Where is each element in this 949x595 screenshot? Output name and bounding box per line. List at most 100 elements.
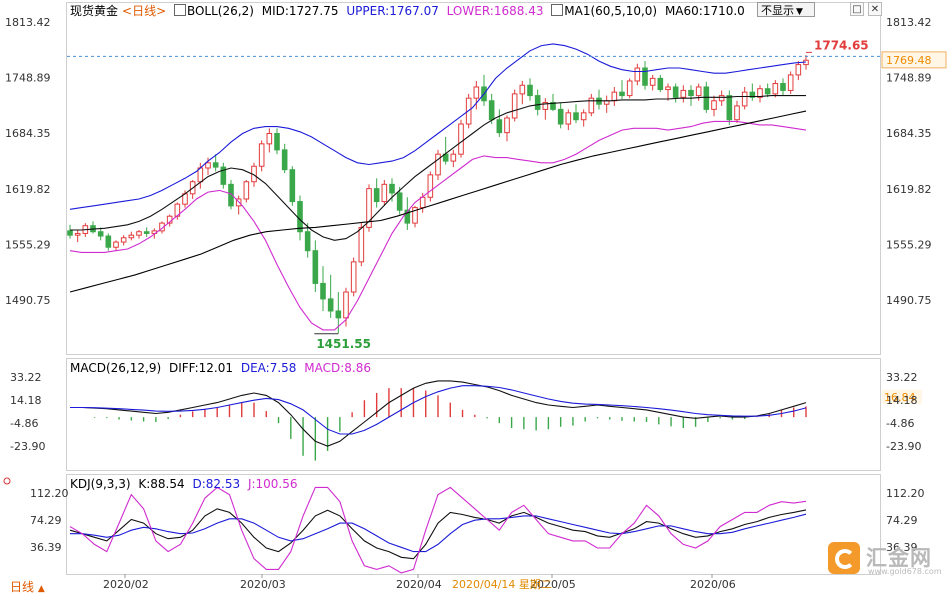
candle-down — [534, 95, 541, 110]
macd-label: MACD(26,12,9) — [70, 361, 162, 375]
candle-down — [527, 84, 533, 97]
gold678-logo: 汇金网 www.gold678.com — [828, 540, 946, 580]
candle-down — [573, 112, 579, 121]
candle-up — [634, 67, 641, 82]
candle-down — [281, 149, 288, 171]
crosshair-icon — [3, 477, 11, 485]
kdj-k-value: K:88.54 — [138, 477, 185, 491]
candle-down — [304, 231, 311, 252]
candle-up — [711, 100, 717, 110]
candle-up — [741, 91, 748, 107]
candle-up — [611, 91, 618, 102]
candle-down — [389, 183, 395, 194]
candle-up — [504, 117, 510, 134]
candle-up — [649, 77, 656, 86]
candle-up — [718, 95, 725, 102]
candle-up — [695, 86, 702, 97]
candle-down — [488, 100, 495, 121]
kdj-d-value: D:82.53 — [192, 477, 241, 491]
boll-lower-line — [69, 120, 807, 331]
candle-up — [435, 153, 441, 176]
candle-up — [511, 93, 518, 119]
price-y-tick-left: 1619.82 — [5, 183, 51, 196]
candle-up — [588, 97, 595, 114]
ma-label: MA1(60,5,10,0) — [564, 4, 658, 18]
candle-down — [496, 119, 503, 134]
candle-down — [657, 77, 664, 91]
candle-up — [381, 183, 388, 203]
ma60-value: MA60:1710.0 — [664, 4, 745, 18]
candle-up — [258, 143, 265, 167]
macd-y-tick-left: -23.90 — [10, 440, 45, 453]
macd-y-tick-right: 33.22 — [886, 371, 918, 384]
symbol-label: 现货黄金 — [70, 4, 119, 18]
price-y-tick-left: 1490.75 — [5, 294, 51, 307]
price-y-tick-right: 1619.82 — [886, 183, 932, 196]
kdj-d-line — [70, 513, 807, 553]
candle-down — [749, 91, 756, 98]
candle-up — [787, 74, 794, 91]
candle-up — [757, 88, 763, 98]
period-selector[interactable]: 日线 ▲ — [10, 578, 45, 595]
x-axis-tick-label: 2020/06 — [690, 578, 736, 591]
last-price-value: 1769.48 — [886, 54, 932, 67]
candle-up — [419, 196, 426, 209]
price-y-tick-left: 1555.29 — [5, 238, 51, 251]
panel-frames — [66, 2, 881, 575]
candle-down — [289, 169, 296, 203]
dropdown-label: 不显示 — [761, 4, 794, 17]
price-y-tick-left: 1748.89 — [5, 72, 51, 85]
candle-down — [228, 183, 234, 207]
kdj-y-tick-left: 74.29 — [30, 514, 62, 527]
macd-legend: MACD(26,12,9) DIFF:12.01 DEA:7.58 MACD:8… — [70, 361, 375, 375]
period-label[interactable]: <日线> — [122, 4, 167, 18]
kdj-j-line — [69, 486, 807, 574]
candle-down — [297, 201, 303, 233]
price-y-tick-right: 1490.75 — [886, 294, 932, 307]
kdj-y-tick-right: 36.39 — [886, 541, 918, 554]
macd-diff-line — [70, 380, 807, 447]
kdj-y-tick-left: 112.20 — [30, 487, 69, 500]
kdj-y-tick-right: 112.20 — [886, 487, 925, 500]
candle-down — [373, 188, 380, 203]
close-button[interactable]: ✕ — [868, 2, 882, 16]
price-series: 1769.48 1774.65 1451.55 — [67, 38, 947, 351]
triangle-up-icon: ▲ — [37, 584, 45, 594]
candle-up — [350, 261, 357, 293]
candle-up — [113, 241, 119, 248]
candle-up — [366, 188, 372, 228]
candle-up — [120, 237, 127, 243]
macd-dea-value: DEA:7.58 — [240, 361, 297, 375]
candle-up — [136, 231, 142, 236]
candle-down — [672, 86, 679, 98]
indicator-display-dropdown[interactable]: 不显示 ▼ — [757, 2, 815, 17]
kdj-k-line — [69, 508, 807, 560]
chevron-down-icon: ▼ — [796, 7, 803, 17]
macd-series: 16.84 — [70, 380, 922, 461]
candle-down — [688, 89, 694, 97]
maximize-button[interactable]: □ — [850, 2, 864, 16]
candle-down — [557, 108, 564, 125]
boll-upper-value: UPPER:1767.07 — [346, 4, 439, 18]
candle-up — [795, 64, 802, 76]
candle-down — [404, 209, 411, 224]
candle-down — [143, 231, 150, 234]
candle-down — [335, 310, 342, 319]
boll-checkbox-icon[interactable] — [173, 4, 186, 16]
candle-up — [450, 153, 457, 162]
candle-up — [626, 80, 633, 97]
candle-up — [412, 207, 418, 224]
candle-up — [519, 84, 526, 95]
price-y-tick-right: 1555.29 — [886, 238, 932, 251]
candle-down — [327, 298, 334, 312]
price-y-tick-left: 1813.42 — [5, 16, 51, 29]
ma-checkbox-icon[interactable] — [551, 4, 564, 16]
x-axis-tick-label: 2020/03 — [240, 578, 286, 591]
kdj-j-value: J:100.56 — [247, 477, 298, 491]
candle-up — [665, 86, 671, 91]
macd-y-tick-left: 33.22 — [10, 371, 42, 384]
candle-up — [343, 291, 349, 319]
candle-down — [764, 88, 771, 95]
candle-down — [726, 95, 733, 121]
